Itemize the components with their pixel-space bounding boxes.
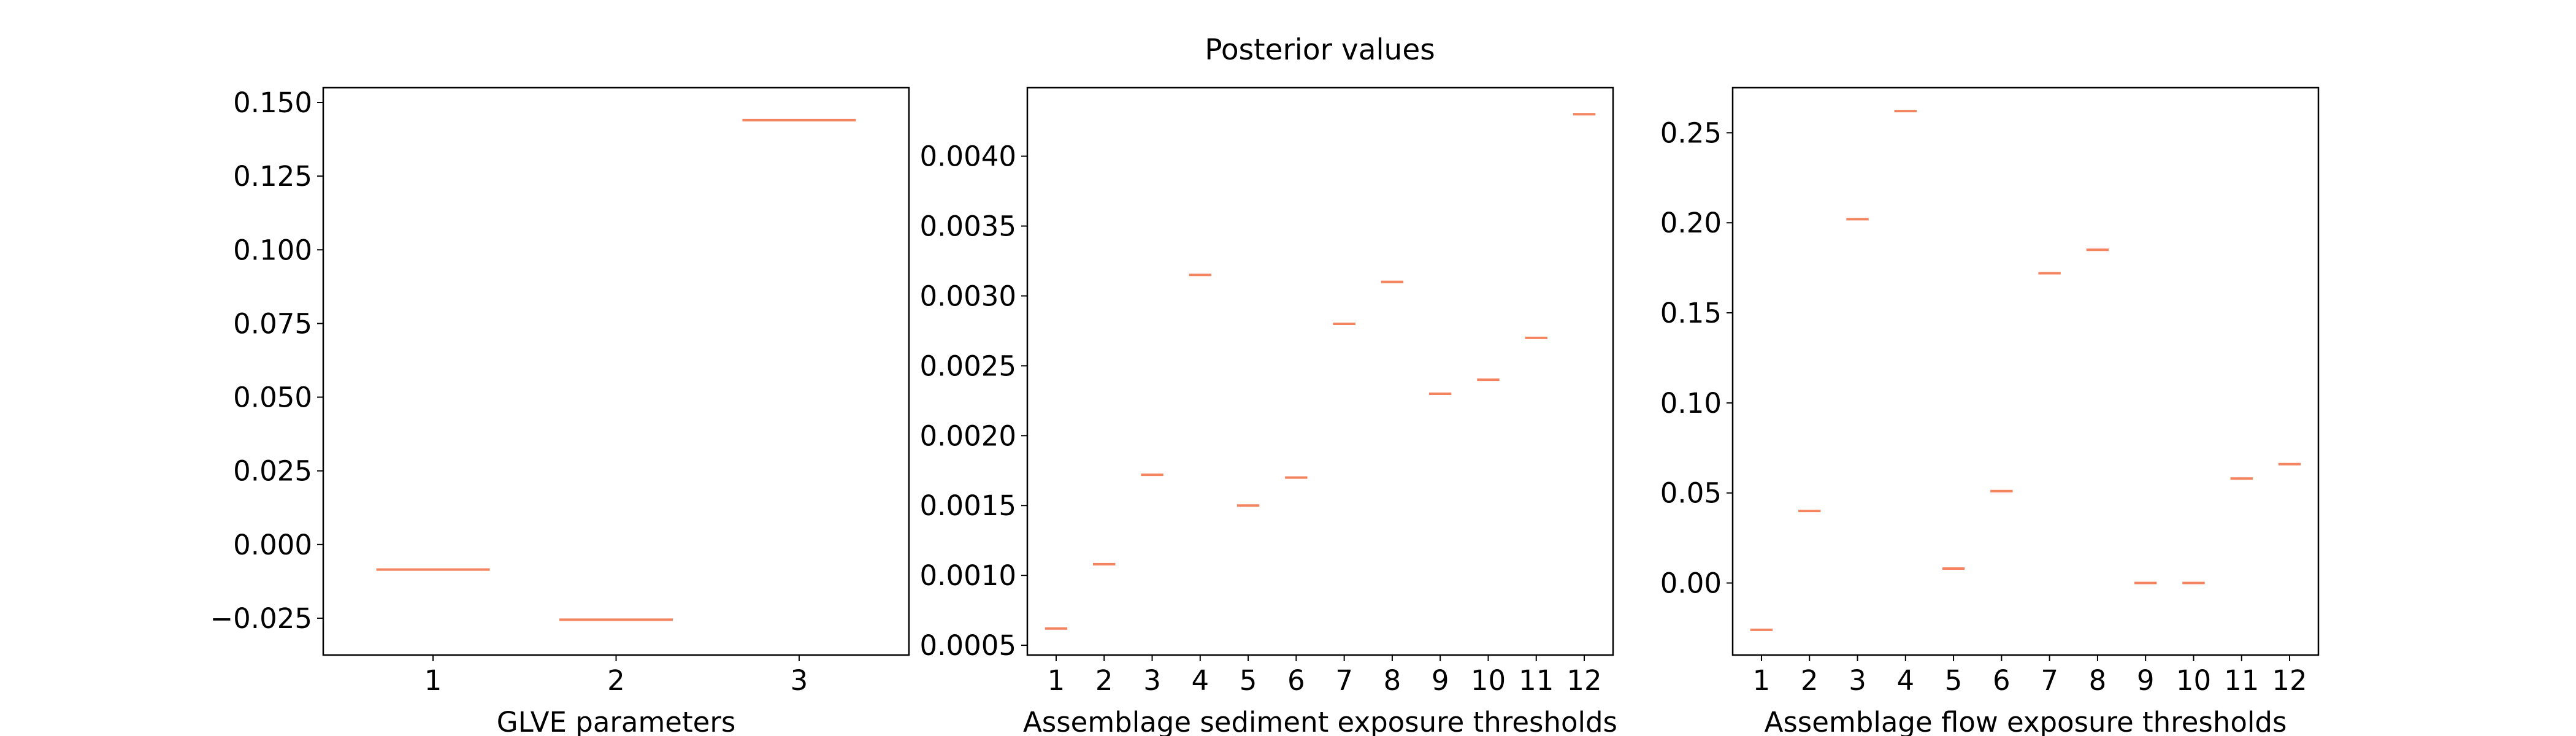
x-tick-label: 4 xyxy=(1191,664,1209,697)
subplot-2: 1 2 3 4 5 6 7 8 9 10 11 120.00050.00100.00150.00200… xyxy=(920,86,1617,736)
subplot-3: 1 2 3 4 5 6 7 8 9 10 11 120.000.050.100.150.200.25A… xyxy=(1660,86,2320,736)
axes-frame xyxy=(1731,86,2320,656)
y-tick-label: 0.0040 xyxy=(920,140,1016,173)
y-tick-label: 0.025 xyxy=(233,455,312,488)
x-tick-label: 3 xyxy=(791,664,808,697)
x-axis-label: Assemblage sediment exposure thresholds xyxy=(1023,706,1617,736)
axes-frame xyxy=(1026,86,1614,656)
x-tick-label: 6 xyxy=(1287,664,1305,697)
x-tick-label: 9 xyxy=(1432,664,1449,697)
y-tick-label: 0.125 xyxy=(233,160,312,193)
x-tick-label: 5 xyxy=(1240,664,1257,697)
x-tick-label: 3 xyxy=(1849,664,1866,697)
y-tick-label: −0.025 xyxy=(210,602,312,635)
x-tick-label: 4 xyxy=(1896,664,1914,697)
y-tick-label: 0.0005 xyxy=(920,629,1016,662)
y-tick-label: 0.0025 xyxy=(920,350,1016,382)
subplot-1: 1 2 3 −0.025 0.000 0.025 0.050 0.075 0.100 0.125 0… xyxy=(210,86,910,736)
x-tick-label: 12 xyxy=(2272,664,2307,697)
x-tick-label: 6 xyxy=(1993,664,2011,697)
y-tick-label: 0.050 xyxy=(233,381,312,414)
y-tick-label: 0.150 xyxy=(233,86,312,119)
y-tick-label: 0.000 xyxy=(233,529,312,561)
figure-title: Posterior values xyxy=(1205,33,1435,67)
y-tick-label: 0.25 xyxy=(1660,117,1722,149)
y-tick-label: 0.20 xyxy=(1660,207,1722,239)
y-tick-label: 0.0030 xyxy=(920,280,1016,312)
y-tick-label: 0.100 xyxy=(233,234,312,266)
x-tick-label: 9 xyxy=(2137,664,2155,697)
x-axis-label: GLVE parameters xyxy=(497,706,736,736)
x-tick-label: 1 xyxy=(1048,664,1065,697)
x-tick-label: 3 xyxy=(1143,664,1161,697)
y-tick-label: 0.0010 xyxy=(920,559,1016,592)
x-tick-label: 11 xyxy=(2224,664,2259,697)
x-tick-label: 12 xyxy=(1566,664,1601,697)
x-tick-label: 10 xyxy=(1471,664,1506,697)
y-tick-label: 0.00 xyxy=(1660,567,1722,600)
x-tick-label: 5 xyxy=(1945,664,1963,697)
x-tick-label: 1 xyxy=(1753,664,1771,697)
subplots: 1 2 3−0.0250.0000.0250.0500.0750.1000.1250… xyxy=(210,86,2320,736)
x-tick-label: 2 xyxy=(1801,664,1819,697)
y-tick-label: 0.0015 xyxy=(920,489,1016,522)
x-tick-label: 11 xyxy=(1519,664,1554,697)
x-tick-label: 8 xyxy=(2089,664,2107,697)
x-tick-label: 2 xyxy=(607,664,625,697)
y-tick-label: 0.10 xyxy=(1660,387,1722,420)
x-tick-label: 1 xyxy=(424,664,442,697)
x-axis-label: Assemblage flow exposure thresholds xyxy=(1765,706,2287,736)
y-tick-label: 0.15 xyxy=(1660,297,1722,329)
y-tick-label: 0.075 xyxy=(233,307,312,340)
x-tick-label: 10 xyxy=(2176,664,2211,697)
x-tick-label: 7 xyxy=(1335,664,1353,697)
x-tick-label: 2 xyxy=(1095,664,1113,697)
y-tick-label: 0.0035 xyxy=(920,210,1016,243)
y-tick-label: 0.0020 xyxy=(920,420,1016,452)
x-tick-label: 7 xyxy=(2041,664,2058,697)
x-tick-label: 8 xyxy=(1384,664,1401,697)
y-tick-label: 0.05 xyxy=(1660,477,1722,510)
